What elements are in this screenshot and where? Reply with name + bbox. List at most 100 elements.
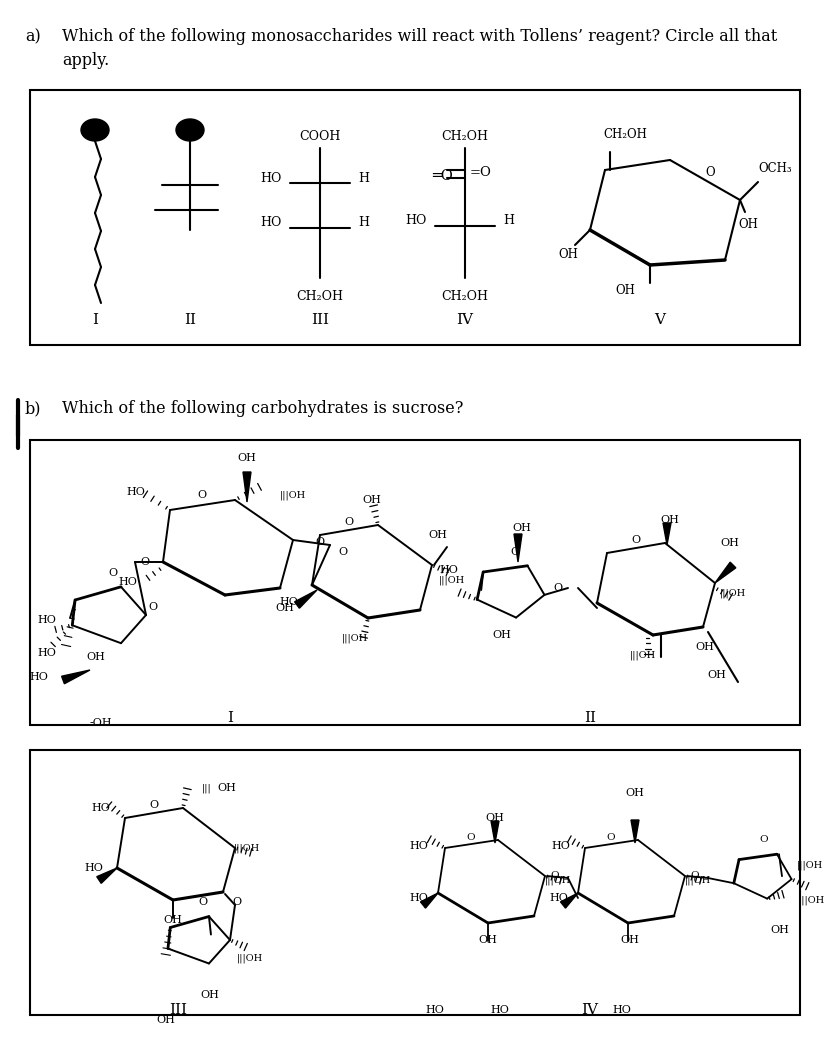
Text: CH₂OH: CH₂OH bbox=[297, 289, 344, 303]
Text: CH₂OH: CH₂OH bbox=[442, 130, 489, 143]
Text: HO: HO bbox=[425, 1005, 444, 1016]
Bar bbox=[30, 440, 800, 725]
Text: OH: OH bbox=[625, 788, 644, 798]
Text: O: O bbox=[199, 897, 208, 907]
Text: |||OH: |||OH bbox=[234, 844, 260, 853]
Text: OH: OH bbox=[157, 1016, 176, 1025]
Text: III: III bbox=[169, 1003, 187, 1017]
Text: OH: OH bbox=[770, 925, 789, 935]
Text: |||: ||| bbox=[202, 783, 212, 792]
Text: Which of the following carbohydrates is sucrose?: Which of the following carbohydrates is … bbox=[62, 400, 463, 417]
Text: apply.: apply. bbox=[62, 52, 110, 69]
Text: b): b) bbox=[25, 400, 41, 417]
Text: HO: HO bbox=[549, 893, 568, 903]
Bar bbox=[30, 750, 800, 1016]
Text: |||OH: |||OH bbox=[439, 575, 465, 585]
Text: OH: OH bbox=[661, 515, 680, 525]
Text: OH: OH bbox=[558, 248, 578, 262]
Text: OH: OH bbox=[695, 642, 714, 652]
Text: O: O bbox=[510, 547, 520, 556]
Polygon shape bbox=[420, 893, 438, 909]
Text: |||OH: |||OH bbox=[797, 860, 823, 870]
Text: |||OH: |||OH bbox=[630, 650, 656, 660]
Text: OH: OH bbox=[200, 990, 219, 1000]
Text: O: O bbox=[705, 166, 714, 178]
Text: O: O bbox=[148, 602, 157, 612]
Text: -OH: -OH bbox=[90, 718, 113, 728]
Text: Which of the following monosaccharides will react with Tollens’ reagent? Circle : Which of the following monosaccharides w… bbox=[62, 28, 777, 45]
Text: |||OH: |||OH bbox=[545, 875, 571, 885]
Polygon shape bbox=[631, 820, 639, 843]
Text: HO: HO bbox=[118, 577, 137, 587]
Ellipse shape bbox=[81, 119, 109, 141]
Text: IV: IV bbox=[582, 1003, 598, 1017]
Text: OH: OH bbox=[87, 652, 105, 662]
Text: OH: OH bbox=[275, 603, 294, 613]
Text: HO: HO bbox=[126, 487, 145, 497]
Text: HO: HO bbox=[612, 1005, 631, 1016]
Text: HO: HO bbox=[410, 840, 428, 851]
Polygon shape bbox=[560, 893, 578, 909]
Text: HO: HO bbox=[410, 893, 428, 903]
Text: OCH₃: OCH₃ bbox=[758, 161, 792, 175]
Text: =O: =O bbox=[470, 167, 492, 179]
Text: H: H bbox=[358, 172, 369, 184]
Text: O: O bbox=[466, 832, 475, 842]
Text: O: O bbox=[550, 872, 559, 880]
Text: HO: HO bbox=[260, 172, 282, 184]
Text: OH: OH bbox=[708, 670, 727, 680]
Text: |||OH: |||OH bbox=[236, 954, 263, 963]
Text: |||OH: |||OH bbox=[685, 875, 711, 885]
Text: O: O bbox=[554, 583, 563, 593]
Polygon shape bbox=[62, 670, 90, 683]
Text: OH: OH bbox=[163, 915, 182, 925]
Text: CH₂OH: CH₂OH bbox=[603, 129, 647, 141]
Text: CH₂OH: CH₂OH bbox=[442, 289, 489, 303]
Bar bbox=[30, 90, 800, 345]
Text: O: O bbox=[760, 835, 768, 845]
Text: HO: HO bbox=[439, 565, 458, 575]
Text: HO: HO bbox=[84, 863, 103, 873]
Text: O: O bbox=[198, 490, 207, 500]
Text: HO: HO bbox=[37, 648, 56, 658]
Text: IV: IV bbox=[456, 313, 474, 327]
Text: O: O bbox=[316, 537, 325, 547]
Polygon shape bbox=[715, 562, 736, 583]
Polygon shape bbox=[243, 472, 251, 502]
Text: OH: OH bbox=[615, 284, 635, 297]
Text: H: H bbox=[358, 217, 369, 230]
Polygon shape bbox=[663, 523, 671, 545]
Text: O: O bbox=[232, 897, 241, 907]
Text: I: I bbox=[227, 711, 233, 725]
Text: O: O bbox=[149, 800, 158, 810]
Text: |||OH: |||OH bbox=[280, 490, 307, 500]
Text: O: O bbox=[140, 556, 150, 567]
Polygon shape bbox=[514, 534, 522, 562]
Text: OH: OH bbox=[479, 935, 498, 945]
Text: HO: HO bbox=[551, 840, 570, 851]
Text: O: O bbox=[691, 872, 700, 880]
Text: HO: HO bbox=[29, 672, 48, 682]
Text: OH: OH bbox=[620, 935, 639, 945]
Text: OH: OH bbox=[738, 218, 758, 232]
Text: O: O bbox=[631, 534, 640, 545]
Text: I: I bbox=[92, 313, 98, 327]
Text: O: O bbox=[109, 568, 118, 578]
Text: OH: OH bbox=[513, 523, 531, 533]
Text: HO: HO bbox=[91, 803, 110, 813]
Polygon shape bbox=[96, 868, 117, 883]
Text: II: II bbox=[584, 711, 596, 725]
Text: COOH: COOH bbox=[299, 130, 340, 143]
Text: HO: HO bbox=[37, 615, 56, 625]
Text: II: II bbox=[184, 313, 196, 327]
Text: HO: HO bbox=[490, 1005, 509, 1016]
Text: O: O bbox=[606, 832, 616, 842]
Text: |||OH: |||OH bbox=[799, 895, 824, 904]
Text: |||OH: |||OH bbox=[720, 588, 746, 597]
Text: O: O bbox=[339, 547, 348, 556]
Text: HO: HO bbox=[260, 217, 282, 230]
Text: OH: OH bbox=[485, 813, 504, 823]
Text: a): a) bbox=[25, 28, 40, 45]
Text: H: H bbox=[503, 215, 514, 227]
Text: ═O: ═O bbox=[432, 169, 453, 183]
